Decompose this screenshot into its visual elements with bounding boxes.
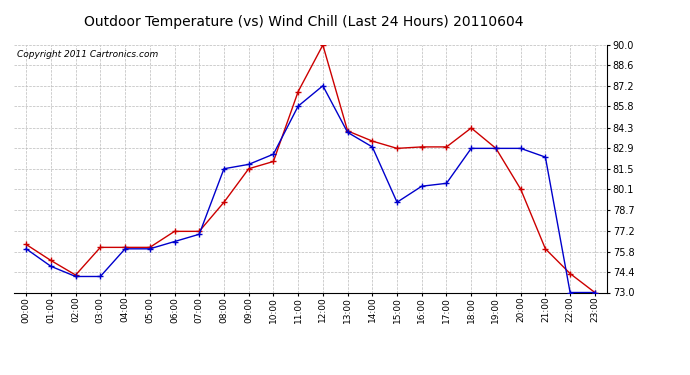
- Text: Outdoor Temperature (vs) Wind Chill (Last 24 Hours) 20110604: Outdoor Temperature (vs) Wind Chill (Las…: [84, 15, 523, 29]
- Text: Copyright 2011 Cartronics.com: Copyright 2011 Cartronics.com: [17, 50, 158, 59]
